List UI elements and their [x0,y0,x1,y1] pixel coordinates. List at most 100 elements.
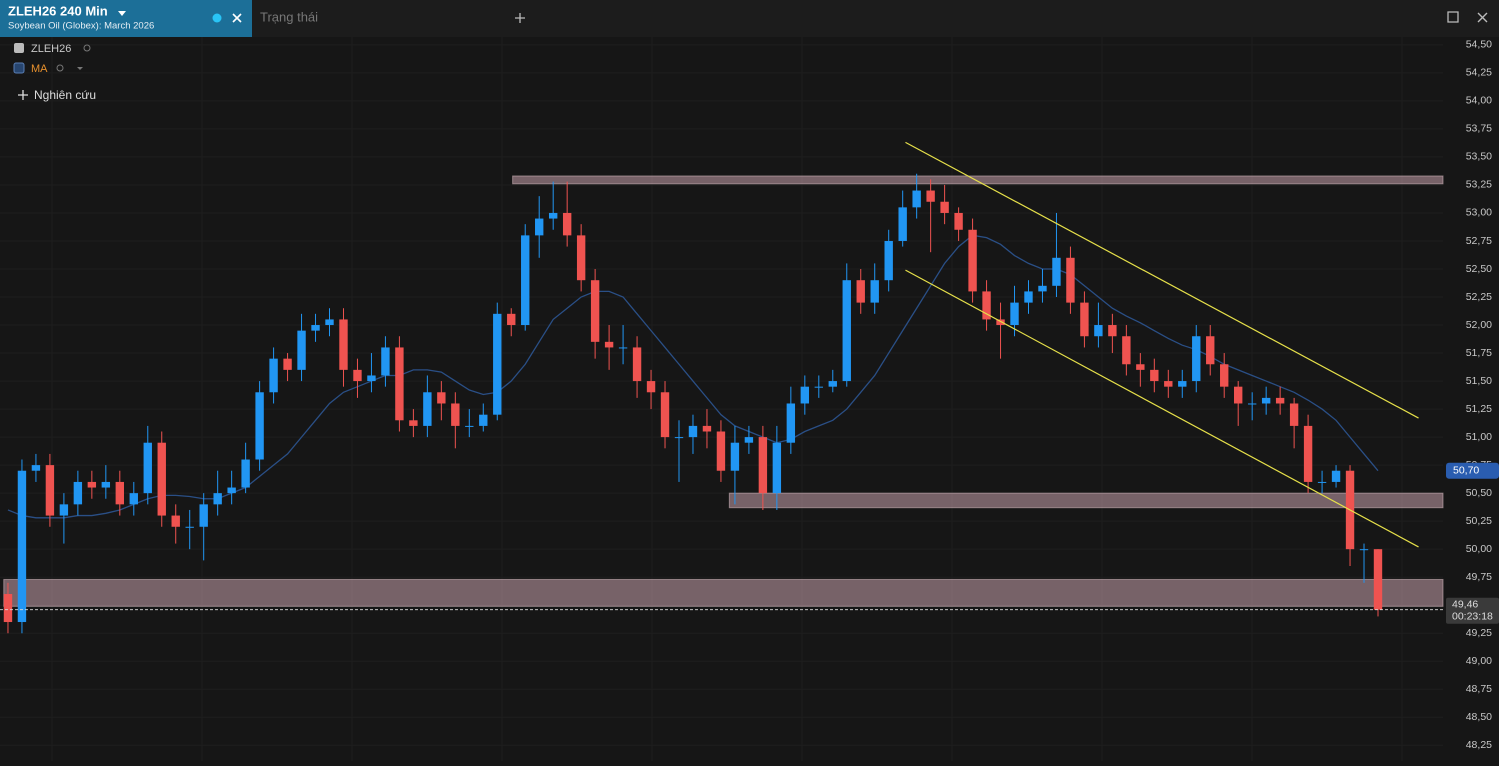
candle-body [143,442,152,494]
candle-body [507,313,516,326]
candle-body [423,392,432,426]
candle-body [646,381,656,393]
y-tick-label: 49,25 [1466,627,1492,639]
candle-body [171,515,180,527]
candle-body [157,442,166,516]
candle-body [618,347,628,349]
countdown-label: 00:23:18 [1452,610,1493,622]
y-tick-label: 52,50 [1466,263,1492,275]
legend-item: MA [31,63,48,75]
candle-body [1275,397,1285,404]
candle-body [1164,381,1173,387]
tab-label[interactable]: Trạng thái [260,9,318,24]
y-tick-label: 48,50 [1466,711,1492,723]
candle-body [772,442,782,494]
dropdown-icon[interactable] [77,67,83,70]
candle-body [604,341,614,348]
candle-body [213,493,222,505]
candle-body [884,240,893,281]
candle-body [758,437,768,494]
candle-body [1094,325,1103,337]
close-icon[interactable] [232,13,242,23]
candle-body [1192,336,1201,382]
legend-item: ZLEH26 [31,43,71,55]
candle-body [814,386,823,388]
candle-body [744,437,754,443]
status-dot [212,13,222,23]
candle-body [409,420,418,426]
maximize[interactable] [1447,11,1459,23]
candle-body [115,481,125,505]
candle-body [1122,336,1131,365]
candle-body [465,425,474,427]
ma-last-label: 50,70 [1453,465,1479,477]
candle-body [1303,425,1313,482]
candle-body [451,403,460,426]
candle-body [3,594,13,623]
candle-body [101,481,111,488]
candle-body [255,392,264,460]
candle-body [59,504,69,516]
candle-body [241,459,250,488]
candle-body [800,386,810,404]
candle-body [73,481,83,505]
symbol-subtitle: Soybean Oil (Globex): March 2026 [8,21,154,32]
candle-body [1359,549,1369,551]
candle-body [31,465,41,471]
candle-body [856,280,865,303]
candle-body [996,319,1005,326]
candle-body [521,235,530,326]
candle-body [17,470,27,623]
add-study-icon[interactable] [18,90,28,100]
add-study[interactable]: Nghiên cứu [34,88,96,102]
settings-icon[interactable] [83,44,91,52]
y-tick-label: 52,25 [1466,291,1492,303]
candle-body [1038,285,1047,292]
candle-body [535,218,544,236]
candle-body [1066,257,1075,303]
candle-body [227,487,236,494]
candle-body [129,493,138,505]
candle-body [968,229,977,292]
candle-body [828,381,837,387]
close-window[interactable] [1477,12,1488,23]
candle-body [982,291,991,320]
trendline [905,141,1419,419]
y-tick-label: 50,50 [1466,487,1492,499]
y-tick-label: 49,75 [1466,571,1492,583]
candle-body [45,465,55,516]
candle-body [898,207,907,241]
add-tab[interactable] [515,13,525,23]
y-tick-label: 54,00 [1466,95,1492,107]
candle-body [1289,403,1299,426]
dropdown-icon[interactable] [118,11,126,16]
candle-body [912,190,921,208]
candle-body [199,504,208,527]
candle-body [1024,291,1033,303]
candle-body [1052,257,1061,286]
active-tab[interactable] [0,0,252,37]
candle-body [381,347,390,376]
y-tick-label: 51,50 [1466,375,1492,387]
candle-body [1080,302,1089,337]
candle-body [1010,302,1019,326]
candle-body [479,414,488,426]
candle-body [185,526,194,528]
candle-body [1220,364,1229,387]
last-price-box [1446,597,1499,624]
candle-body [395,347,404,421]
settings-icon[interactable] [56,64,64,72]
y-tick-label: 50,00 [1466,543,1492,555]
last-price-label: 49,46 [1452,598,1478,610]
zone [512,175,1444,185]
ma-last-box [1446,462,1499,479]
trendline [905,269,1419,548]
candle-body [940,201,949,213]
y-tick-label: 49,00 [1466,655,1492,667]
y-tick-label: 52,75 [1466,235,1492,247]
candle-body [926,190,935,202]
candle-body [297,330,306,370]
candle-body [367,375,376,382]
candle-body [660,392,670,438]
